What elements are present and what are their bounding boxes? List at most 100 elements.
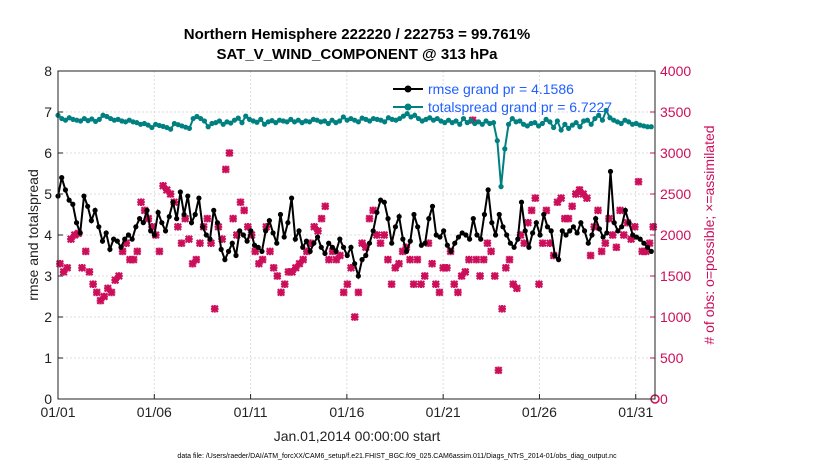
legend-rmse-marker [404, 85, 412, 93]
rmse-point [99, 238, 106, 244]
rmse-point [322, 250, 328, 257]
x-tick-label: 01/06 [137, 404, 172, 420]
x-tick-label: 01/11 [234, 404, 268, 420]
obs-point [376, 239, 385, 248]
rmse-point [533, 220, 539, 226]
totalspread-point [145, 122, 151, 128]
obs-point [568, 202, 577, 211]
rmse-point [555, 257, 562, 263]
totalspread-point [434, 115, 440, 122]
rmse-point [389, 240, 395, 246]
rmse-point [366, 240, 373, 246]
obs-point [155, 247, 164, 256]
totalspread-point [235, 115, 241, 121]
totalspread-point [355, 119, 361, 125]
totalspread-point [295, 117, 301, 123]
rmse-point [559, 228, 565, 234]
totalspread-point [340, 114, 346, 120]
obs-point [417, 280, 426, 289]
obs-point [78, 263, 87, 272]
rmse-line [57, 171, 653, 280]
totalspread-point [186, 125, 193, 131]
rmse-point [107, 246, 113, 252]
totalspread-point [445, 117, 452, 123]
obs-point [483, 239, 492, 248]
totalspread-point [543, 116, 549, 122]
rmse-point [403, 248, 410, 254]
totalspread-point [566, 125, 572, 131]
right-axis-ticks: 0 500 1000 1500 2000 2500 3000 3500 4000 [650, 63, 691, 407]
totalspread-point [337, 118, 343, 124]
obs-point [354, 288, 363, 297]
y-axis-label-right: # of obs: o=possible; ×=assimilated [701, 125, 717, 344]
obs-point [398, 247, 407, 256]
rmse-point [563, 232, 569, 238]
rmse-point [114, 238, 120, 244]
obs-point [527, 206, 536, 215]
obs-point [582, 194, 591, 203]
obs-point [63, 263, 72, 272]
rmse-point [541, 211, 547, 218]
totalspread-point [554, 118, 560, 124]
totalspread-point [400, 113, 407, 119]
rmse-point [207, 236, 213, 242]
rmse-point [522, 228, 528, 234]
rmse-point [578, 220, 584, 226]
totalspread-point [457, 121, 463, 127]
obs-point [343, 280, 352, 289]
totalspread-point [479, 121, 485, 127]
rmse-point [292, 236, 298, 242]
totalspread-point [412, 112, 418, 118]
obs-point [299, 255, 308, 264]
obs-point [321, 202, 330, 211]
rmse-point [504, 232, 510, 238]
rmse-point [570, 224, 577, 230]
rmse-point [604, 230, 610, 236]
rmse-point [637, 236, 643, 242]
rmse-point [348, 244, 354, 250]
left-tick-label: 4 [44, 227, 52, 243]
rmse-point [407, 238, 413, 244]
rmse-point [200, 224, 206, 230]
x-axis-label: Jan.01,2014 00:00:00 start [274, 428, 441, 444]
totalspread-point [599, 117, 606, 123]
obs-point [476, 272, 485, 280]
obs-point [608, 231, 617, 239]
rmse-point [400, 236, 406, 242]
obs-point [494, 366, 503, 375]
x-tick-label: 01/16 [329, 404, 364, 420]
rmse-point [548, 228, 554, 234]
rmse-point [92, 207, 98, 213]
rmse-point [470, 216, 476, 222]
rmse-point [600, 234, 606, 240]
rmse-point [385, 216, 391, 222]
obs-point [85, 267, 94, 276]
rmse-point [474, 232, 480, 238]
rmse-point [255, 244, 261, 250]
rmse-point [185, 193, 191, 199]
rmse-point [607, 168, 614, 175]
totalspread-point [577, 124, 583, 130]
rmse-point [511, 244, 517, 250]
totalspread-point [198, 115, 204, 122]
rmse-point [266, 218, 272, 224]
rmse-point [133, 224, 139, 230]
obs-point [523, 218, 532, 227]
obs-point [450, 280, 459, 289]
rmse-point [225, 248, 232, 254]
totalspread-point [367, 118, 373, 124]
obs-point [137, 198, 145, 207]
obs-point [203, 214, 212, 223]
right-tick-label: 3000 [660, 145, 691, 161]
rmse-point [289, 195, 295, 201]
right-tick-label: 1000 [660, 309, 691, 325]
obs-point [512, 284, 521, 293]
totalspread-point [584, 117, 591, 123]
obs-point [490, 272, 499, 280]
obs-point [358, 239, 367, 248]
rmse-point [619, 224, 625, 230]
rmse-point [478, 236, 484, 242]
rmse-point [340, 244, 347, 250]
rmse-point [426, 216, 432, 222]
obs-point [487, 247, 496, 256]
